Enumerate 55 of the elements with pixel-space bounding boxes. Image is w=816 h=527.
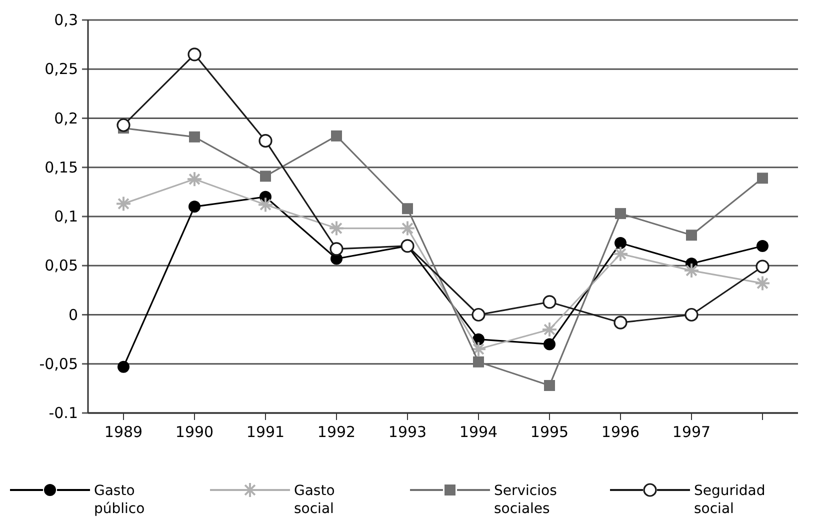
y-tick-label: 0,3 <box>54 11 78 29</box>
point <box>328 220 344 236</box>
x-tick-label: 1994 <box>459 423 498 441</box>
legend-label: Gasto público <box>94 483 145 517</box>
y-tick-label: 0,05 <box>44 256 78 275</box>
point <box>544 380 555 391</box>
point <box>614 316 628 330</box>
point <box>542 321 558 338</box>
point <box>472 308 486 322</box>
y-tick-label: 0,1 <box>54 208 78 226</box>
point <box>188 200 200 213</box>
point <box>756 260 770 274</box>
point <box>473 356 484 368</box>
y-tick-label: 0,2 <box>54 109 78 128</box>
y-tick-label: -0,05 <box>39 354 78 373</box>
point <box>260 170 271 182</box>
y-tick-label: 0,15 <box>44 158 78 176</box>
point <box>331 130 342 142</box>
y-tick-label: 0 <box>68 306 78 324</box>
point <box>258 196 274 213</box>
legend-label: Servicios sociales <box>494 483 557 517</box>
point <box>612 246 628 262</box>
point <box>258 134 272 148</box>
point <box>116 118 130 132</box>
point <box>470 341 486 358</box>
point <box>188 48 202 62</box>
point <box>189 131 200 142</box>
x-tick-label: 1993 <box>388 423 427 441</box>
point <box>186 171 202 188</box>
point <box>116 196 132 212</box>
x-tick-label: 1995 <box>530 423 569 441</box>
point <box>754 275 770 292</box>
point <box>118 360 130 373</box>
x-tick-label: 1989 <box>104 423 143 441</box>
point <box>330 242 344 256</box>
x-tick-label: 1991 <box>246 423 285 441</box>
point <box>686 230 697 241</box>
point <box>400 220 416 236</box>
x-tick-label: 1990 <box>175 423 214 441</box>
point <box>615 208 626 220</box>
point <box>757 172 768 184</box>
y-tick-label: -0.1 <box>48 404 78 422</box>
legend-label: Gasto social <box>294 483 335 517</box>
point <box>542 295 556 309</box>
point <box>756 240 768 252</box>
x-tick-label: 1992 <box>317 423 356 441</box>
x-tick-label: 1996 <box>601 423 640 441</box>
point <box>544 338 556 350</box>
point <box>684 308 698 322</box>
point <box>614 237 626 250</box>
y-tick-label: 0,25 <box>44 60 78 78</box>
legend-label: Seguridad social <box>694 483 766 517</box>
point <box>402 203 413 214</box>
x-tick-label: 1997 <box>672 423 711 441</box>
point <box>684 262 700 279</box>
